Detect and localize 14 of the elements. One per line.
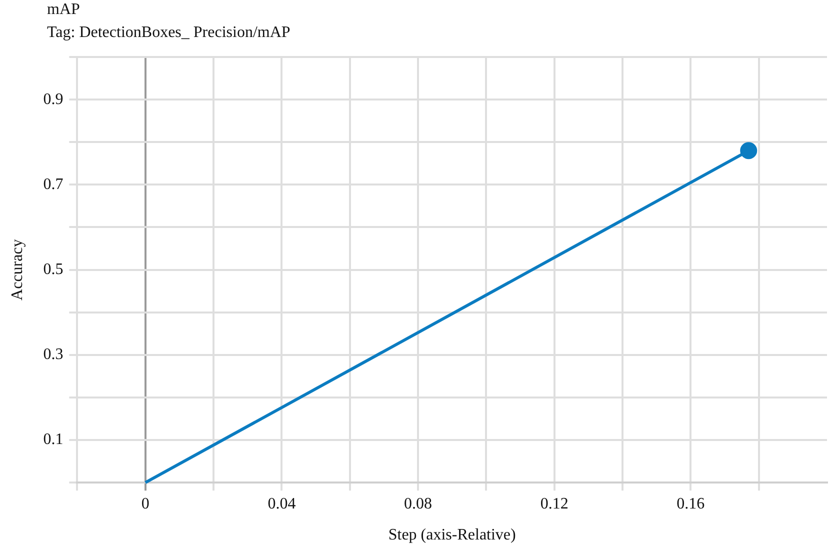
x-tick-label: 0.12 (540, 495, 568, 512)
y-tick-label: 0.3 (43, 346, 64, 364)
chart-subtitle: Tag: DetectionBoxes_ Precision/mAP (47, 24, 290, 42)
x-tick-label: 0 (141, 495, 150, 512)
x-axis-title: Step (axis-Relative) (388, 526, 516, 544)
y-tick-label: 0.7 (43, 176, 64, 193)
y-tick-label: 0.1 (43, 431, 64, 448)
x-tick-label: 0.16 (676, 495, 705, 512)
y-axis-title: Accuracy (8, 239, 26, 300)
x-tick-label: 0.04 (268, 495, 296, 512)
chart-title: mAP (47, 1, 80, 19)
y-tick-label: 0.9 (43, 90, 64, 108)
x-tick-label: 0.08 (404, 495, 432, 512)
y-tick-label: 0.5 (43, 261, 64, 278)
